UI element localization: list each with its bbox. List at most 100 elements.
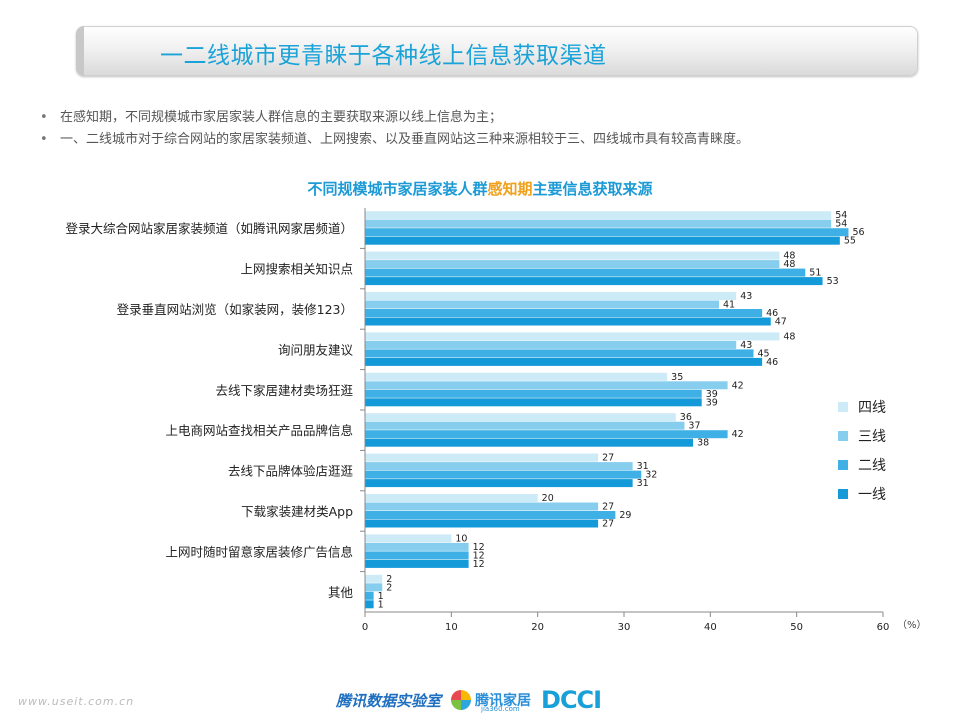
bar [365, 502, 599, 511]
category-label: 下载家装建材类App [241, 504, 353, 519]
category-label: 登录大综合网站家居家装频道（如腾讯网家居频道） [65, 221, 353, 236]
chart-legend: 四线三线二线一线 [838, 392, 886, 508]
bar [365, 574, 383, 583]
chart-title-part: 不同规模城市家居家装人群 [307, 180, 488, 198]
category-label: 询问朋友建议 [278, 342, 354, 357]
data-label: 42 [732, 380, 744, 391]
legend-label: 一线 [858, 486, 886, 503]
x-unit-label: （%） [897, 619, 927, 631]
legend-item: 三线 [838, 421, 886, 450]
data-label: 20 [542, 493, 554, 504]
data-label: 27 [602, 502, 614, 513]
bar [365, 357, 763, 366]
data-label: 2 [386, 574, 392, 585]
tencent-data-lab-logo: 腾讯数据实验室 [336, 691, 442, 710]
bar [365, 421, 685, 430]
tencent-home-logo-sub: jia360.com [481, 705, 520, 713]
data-label: 10 [455, 533, 467, 544]
bar [365, 462, 633, 471]
bar [365, 600, 374, 609]
data-label: 32 [645, 470, 657, 481]
data-label: 27 [602, 519, 614, 530]
bar [365, 260, 780, 269]
x-tick-label: 50 [790, 622, 803, 633]
bar [365, 340, 737, 349]
bar [365, 430, 728, 439]
data-label: 31 [637, 478, 649, 489]
bar [365, 534, 452, 543]
category-label: 上电商网站查找相关产品品牌信息 [165, 423, 353, 438]
bar [365, 251, 780, 260]
data-label: 39 [706, 397, 718, 408]
bar [365, 542, 469, 551]
bar [365, 309, 763, 317]
bar [365, 372, 668, 381]
data-label: 1 [378, 599, 384, 610]
bar [365, 332, 780, 341]
bar [365, 292, 737, 300]
bar [365, 494, 538, 502]
page-title: 一二线城市更青睐于各种线上信息获取渠道 [160, 43, 607, 69]
dcci-logo: DCCI [541, 686, 602, 714]
data-label: 27 [602, 453, 614, 464]
data-label: 55 [844, 236, 856, 247]
data-label: 51 [809, 268, 821, 279]
bar [365, 519, 599, 528]
bar [365, 453, 599, 462]
category-label: 登录垂直网站浏览（如家装网，装修123） [117, 302, 353, 317]
bullet-text: 在感知期，不同规模城市家居家装人群信息的主要获取来源以线上信息为主； [60, 110, 503, 125]
bullet-text: 一、二线城市对于综合网站的家居家装频道、上网搜索、以及垂直网站这三种来源相较于三… [60, 132, 750, 147]
title-bar-accent [76, 26, 84, 76]
data-label: 48 [783, 259, 795, 270]
data-label: 36 [680, 412, 692, 423]
category-label: 上网时随时留意家居装修广告信息 [165, 544, 353, 559]
bullet-dot-icon: • [40, 110, 48, 125]
bar [365, 317, 771, 326]
category-label: 去线下家居建材卖场狂逛 [215, 383, 353, 398]
data-label: 43 [740, 340, 752, 351]
data-label: 43 [740, 291, 752, 302]
data-label: 1 [378, 591, 384, 602]
category-label: 去线下品牌体验店逛逛 [228, 464, 354, 479]
data-label: 56 [852, 227, 864, 238]
bullet-item: • 在感知期，不同规模城市家居家装人群信息的主要获取来源以线上信息为主； [40, 107, 749, 129]
tencent-home-logo: 腾讯家居 jia360.com [475, 690, 532, 713]
data-label: 38 [697, 438, 709, 449]
bullet-item: • 一、二线城市对于综合网站的家居家装频道、上网搜索、以及垂直网站这三种来源相较于… [40, 129, 749, 151]
bar [365, 389, 702, 398]
x-tick-label: 10 [445, 622, 458, 633]
data-label: 46 [766, 308, 778, 319]
bullet-dot-icon: • [40, 132, 48, 147]
legend-swatch [838, 401, 848, 412]
x-tick-label: 60 [877, 622, 890, 633]
bar [365, 479, 633, 488]
title-bar [76, 26, 918, 76]
legend-item: 二线 [838, 450, 886, 479]
tencent-home-logo-text: 腾讯家居 [475, 693, 532, 709]
data-label: 42 [732, 429, 744, 440]
bar [365, 583, 383, 592]
bar [365, 551, 469, 560]
data-label: 48 [783, 251, 795, 262]
data-label: 41 [723, 300, 735, 311]
data-label: 31 [637, 461, 649, 472]
x-tick-label: 20 [531, 622, 544, 633]
bar [365, 300, 719, 309]
data-label: 37 [688, 421, 700, 432]
bar [365, 470, 642, 479]
bar [365, 268, 806, 277]
bar [365, 211, 832, 220]
data-label: 2 [386, 582, 392, 593]
legend-swatch [838, 430, 848, 441]
legend-swatch [838, 459, 848, 470]
tencent-home-logo-icon [451, 690, 472, 710]
category-label: 上网搜索相关知识点 [240, 262, 353, 277]
x-tick-label: 0 [362, 622, 368, 633]
data-label: 12 [473, 542, 485, 553]
bar [365, 591, 374, 600]
data-label: 48 [783, 331, 795, 342]
legend-label: 四线 [858, 399, 886, 416]
legend-label: 二线 [858, 457, 886, 474]
chart-title: 不同规模城市家居家装人群感知期主要信息获取来源 [0, 178, 960, 199]
